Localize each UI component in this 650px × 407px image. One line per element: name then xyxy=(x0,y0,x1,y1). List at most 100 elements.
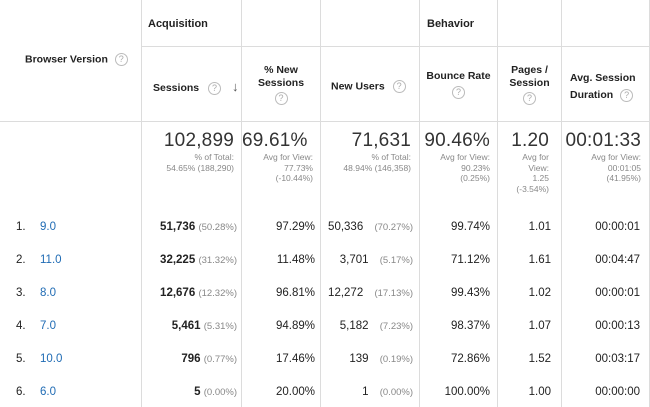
avg-session-duration-value: 00:04:47 xyxy=(595,254,640,266)
totals-duration-label: Avg for View: xyxy=(591,152,641,162)
new-users-percent: (0.00%) xyxy=(379,387,413,398)
row-index: 2. xyxy=(16,254,26,266)
new-users-cell: 3,701 (5.17%) xyxy=(340,244,413,277)
browser-version-link[interactable]: 9.0 xyxy=(40,221,56,233)
help-icon[interactable]: ? xyxy=(620,88,634,102)
totals-new-sessions: 69.61% Avg for View: 77.73% (-10.44%) xyxy=(242,130,313,184)
group-behavior: Behavior xyxy=(427,18,475,30)
column-header-sessions[interactable]: Sessions ? ↓ xyxy=(153,80,238,95)
pages-per-session-value: 1.01 xyxy=(528,221,551,233)
totals-bounce-rate-delta: (0.25%) xyxy=(460,173,490,183)
avg-session-duration-value: 00:00:01 xyxy=(595,287,640,299)
new-sessions-value: 20.00% xyxy=(275,386,315,398)
new-users-value: 5,182 xyxy=(339,320,369,332)
totals-sessions-value: 102,899 xyxy=(163,130,234,151)
totals-new-users: 71,631 % of Total: 48.94% (146,358) xyxy=(321,130,411,173)
totals-sessions-label: % of Total: xyxy=(194,152,234,162)
table-row: 5. 10.0 796 (0.77%) 17.46% 139 (0.19%) 72.86%… xyxy=(0,343,650,376)
totals-pages-label-2: View: xyxy=(528,162,549,173)
column-header-bounce-rate[interactable]: Bounce Rate ? xyxy=(420,70,497,99)
browser-version-link[interactable]: 6.0 xyxy=(40,386,56,398)
bounce-rate-value: 71.12% xyxy=(450,254,490,266)
new-sessions-value: 11.48% xyxy=(276,254,315,266)
new-users-value: 50,336 xyxy=(328,221,364,233)
row-index: 5. xyxy=(16,353,26,365)
help-icon[interactable]: ? xyxy=(208,81,222,95)
bounce-rate-value: 72.86% xyxy=(450,353,490,365)
help-icon[interactable]: ? xyxy=(392,80,406,93)
avg-session-duration-value: 00:00:00 xyxy=(595,386,640,398)
new-users-percent: (0.19%) xyxy=(379,354,413,365)
row-index: 1. xyxy=(16,221,26,233)
new-users-value: 3,701 xyxy=(339,254,369,266)
sessions-cell: 32,225 (31.32%) xyxy=(160,244,237,277)
pages-header-line2: Session xyxy=(509,77,550,89)
bounce-rate-value: 100.00% xyxy=(444,386,490,398)
totals-bounce-rate: 90.46% Avg for View: 90.23% (0.25%) xyxy=(420,130,490,184)
browser-version-link[interactable]: 11.0 xyxy=(40,254,62,266)
browser-version-link[interactable]: 7.0 xyxy=(40,320,56,332)
table-row: 4. 7.0 5,461 (5.31%) 94.89% 5,182 (7.23%) 98.… xyxy=(0,310,650,343)
totals-duration-avg: 00:01:05 xyxy=(607,162,641,173)
totals-avg-session-duration: 00:01:33 Avg for View: 00:01:05 (41.95%) xyxy=(562,130,641,184)
column-header-avg-session-duration[interactable]: Avg. Session Duration ? xyxy=(570,70,636,104)
totals-pages-delta: (-3.54%) xyxy=(516,183,549,194)
row-index: 6. xyxy=(16,386,26,398)
sessions-percent: (5.31%) xyxy=(203,321,237,332)
bounce-rate-value: 99.74% xyxy=(450,221,490,233)
sessions-percent: (50.28%) xyxy=(198,222,237,233)
column-header-new-sessions[interactable]: % New Sessions ? xyxy=(242,64,320,105)
column-divider xyxy=(561,0,562,407)
avg-session-duration-value: 00:03:17 xyxy=(595,353,640,365)
pages-per-session-value: 1.02 xyxy=(528,287,551,299)
dimension-header[interactable]: Browser Version ? xyxy=(25,53,128,66)
column-divider xyxy=(241,0,242,407)
totals-bounce-rate-value: 90.46% xyxy=(424,130,490,151)
new-users-value: 139 xyxy=(349,353,369,365)
row-index: 3. xyxy=(16,287,26,299)
sort-descending-icon[interactable]: ↓ xyxy=(231,79,239,94)
totals-new-users-value: 71,631 xyxy=(351,130,411,151)
new-users-cell: 139 (0.19%) xyxy=(349,343,413,376)
totals-new-users-label: % of Total: xyxy=(371,152,411,162)
new-users-header-label: New Users xyxy=(331,80,385,93)
sessions-percent: (12.32%) xyxy=(198,288,237,299)
help-icon[interactable]: ? xyxy=(114,53,128,66)
help-icon[interactable]: ? xyxy=(523,92,536,105)
column-header-new-users[interactable]: New Users ? xyxy=(331,80,406,93)
pages-per-session-value: 1.00 xyxy=(528,386,551,398)
new-users-cell: 50,336 (70.27%) xyxy=(328,211,413,244)
header-divider xyxy=(0,121,650,122)
browser-version-link[interactable]: 10.0 xyxy=(40,353,63,365)
new-users-percent: (70.27%) xyxy=(374,222,413,233)
totals-bounce-rate-label: Avg for View: xyxy=(440,152,490,162)
sessions-value: 796 xyxy=(181,353,201,365)
column-divider xyxy=(320,0,321,407)
column-divider xyxy=(141,0,142,407)
sessions-value: 32,225 xyxy=(160,254,196,266)
column-divider xyxy=(497,0,498,407)
table-row: 6. 6.0 5 (0.00%) 20.00% 1 (0.00%) 100.00% 1.00… xyxy=(0,376,650,407)
new-users-value: 1 xyxy=(362,386,369,398)
sessions-header-label: Sessions xyxy=(153,82,200,94)
help-icon[interactable]: ? xyxy=(274,92,288,105)
totals-pages-per-session: 1.20 Avg for View: 1.25 (-3.54%) xyxy=(498,130,549,194)
help-icon[interactable]: ? xyxy=(452,86,465,99)
new-sessions-value: 94.89% xyxy=(275,320,315,332)
bounce-rate-header-label: Bounce Rate xyxy=(426,70,491,82)
sessions-cell: 51,736 (50.28%) xyxy=(160,211,237,244)
browser-version-link[interactable]: 8.0 xyxy=(40,287,56,299)
avg-session-duration-value: 00:00:13 xyxy=(595,320,640,332)
pages-per-session-value: 1.07 xyxy=(528,320,551,332)
dimension-header-label: Browser Version xyxy=(25,53,108,66)
new-users-cell: 12,272 (17.13%) xyxy=(328,277,413,310)
totals-duration-value: 00:01:33 xyxy=(565,130,641,151)
column-header-pages-per-session[interactable]: Pages / Session ? xyxy=(498,64,561,105)
sessions-percent: (31.32%) xyxy=(198,255,237,266)
new-users-cell: 1 (0.00%) xyxy=(362,376,413,407)
totals-new-users-share: 48.94% (146,358) xyxy=(343,162,411,173)
new-users-cell: 5,182 (7.23%) xyxy=(340,310,413,343)
new-users-value: 12,272 xyxy=(328,287,364,299)
row-index: 4. xyxy=(16,320,26,332)
totals-new-sessions-avg: 77.73% xyxy=(284,162,313,173)
